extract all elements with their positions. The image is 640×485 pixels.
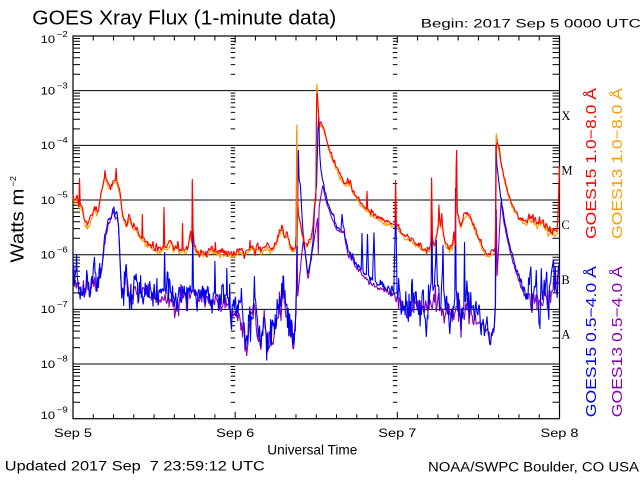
svg-text:GOES Xray Flux (1-minute data): GOES Xray Flux (1-minute data) xyxy=(32,8,336,30)
svg-text:−2: −2 xyxy=(8,176,18,187)
svg-text:−7: −7 xyxy=(57,300,69,309)
svg-text:−2: −2 xyxy=(57,30,69,39)
svg-text:10: 10 xyxy=(41,359,56,371)
svg-text:−3: −3 xyxy=(57,81,69,90)
svg-text:10: 10 xyxy=(41,410,56,422)
svg-text:Sep 7: Sep 7 xyxy=(378,427,416,440)
svg-text:10: 10 xyxy=(41,140,56,152)
svg-text:Updated 2017 Sep 7 23:59:12 U: Updated 2017 Sep 7 23:59:12 UTC xyxy=(5,458,265,474)
svg-text:B: B xyxy=(561,273,569,287)
svg-text:M: M xyxy=(561,163,572,177)
svg-text:10: 10 xyxy=(41,34,56,46)
svg-text:Universal Time: Universal Time xyxy=(267,443,357,458)
svg-text:NOAA/SWPC Boulder, CO USA: NOAA/SWPC Boulder, CO USA xyxy=(428,460,640,476)
svg-text:GOES13 0.5−4.0 Å: GOES13 0.5−4.0 Å xyxy=(609,266,626,417)
svg-text:−5: −5 xyxy=(57,191,69,200)
svg-text:−8: −8 xyxy=(57,355,69,364)
svg-text:GOES15 1.0−8.0 Å: GOES15 1.0−8.0 Å xyxy=(583,88,600,239)
svg-text:Begin: 2017 Sep 5 0000 UTC: Begin: 2017 Sep 5 0000 UTC xyxy=(421,16,640,30)
svg-text:A: A xyxy=(561,328,570,342)
svg-text:Watts m: Watts m xyxy=(7,189,28,263)
svg-text:Sep 5: Sep 5 xyxy=(54,427,93,440)
svg-text:Sep 6: Sep 6 xyxy=(216,427,254,440)
svg-text:10: 10 xyxy=(41,195,56,207)
svg-text:C: C xyxy=(561,218,569,232)
svg-text:X: X xyxy=(561,109,570,123)
svg-text:10: 10 xyxy=(41,304,56,316)
svg-text:10: 10 xyxy=(41,250,56,262)
svg-text:−6: −6 xyxy=(57,245,69,254)
svg-text:GOES15 0.5−4.0 Å: GOES15 0.5−4.0 Å xyxy=(583,266,600,417)
svg-text:Sep 8: Sep 8 xyxy=(541,427,579,440)
svg-text:10: 10 xyxy=(41,86,56,98)
svg-text:GOES13 1.0−8.0 Å: GOES13 1.0−8.0 Å xyxy=(609,88,626,239)
svg-text:−4: −4 xyxy=(57,136,69,145)
svg-text:−9: −9 xyxy=(57,406,69,415)
